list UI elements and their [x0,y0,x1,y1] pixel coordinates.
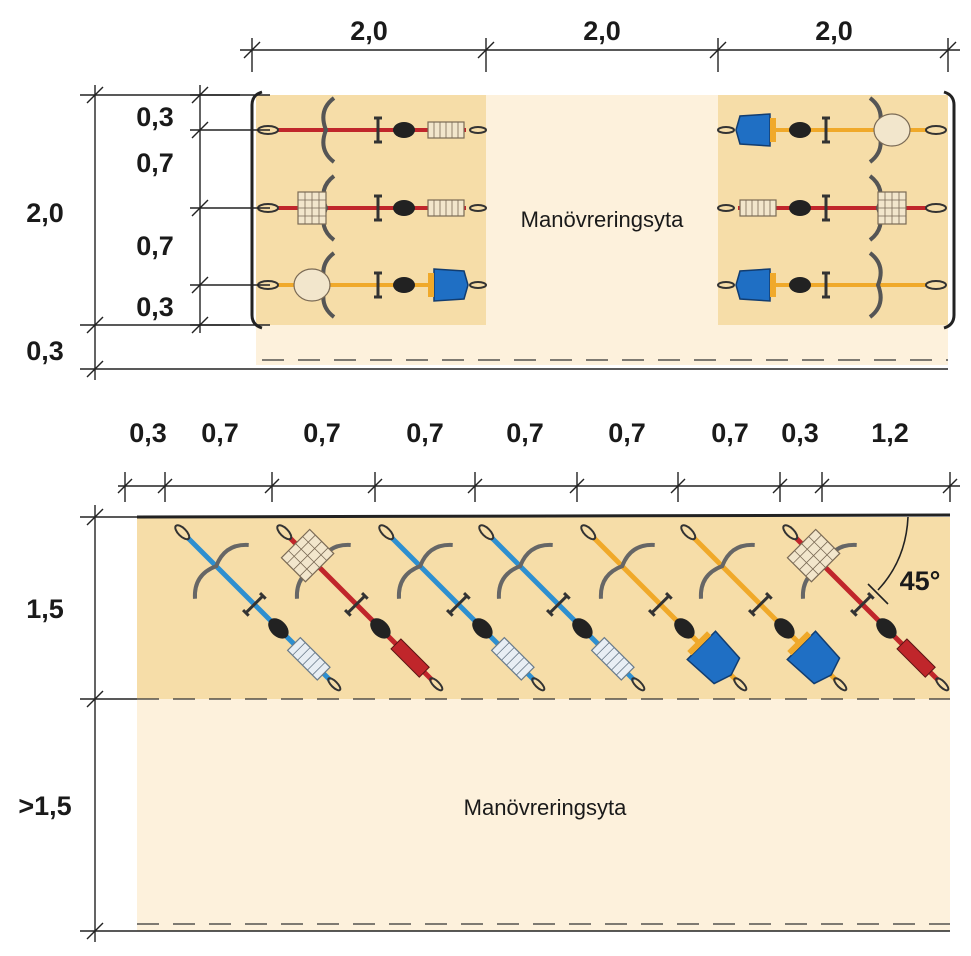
top-bike-row3-right [716,251,948,319]
top-inner-depth-dimension: 0,3 0,7 0,7 0,3 [136,85,270,334]
bottom-width-dimension: 0,3 0,7 0,7 0,7 0,7 0,7 0,7 0,3 1,2 [117,418,960,502]
bottom-angled-bikes [174,524,950,692]
angled-bike-2 [276,524,444,692]
top-width-dimension: 2,0 2,0 2,0 [240,16,960,72]
angled-bike-4 [478,524,646,692]
bottom-width-dim-6: 0,7 [608,418,646,448]
top-layout: Manövreringsyta 2,0 2,0 2,0 [26,16,960,380]
bottom-depth-dim-1: 1,5 [26,594,64,624]
angle-label: 45° [900,566,941,596]
top-inner-dim-4: 0,3 [136,292,174,322]
top-bike-row1-left [256,96,488,164]
bottom-width-dim-9: 1,2 [871,418,909,448]
top-bike-row2-left [256,174,488,242]
top-width-dim-1: 2,0 [350,16,388,46]
bottom-depth-dimension: 1,5 >1,5 [18,505,137,942]
top-outer-dim-1: 2,0 [26,198,64,228]
bottom-width-dim-8: 0,3 [781,418,819,448]
bottom-width-dim-3: 0,7 [303,418,341,448]
top-width-dim-2: 2,0 [583,16,621,46]
top-inner-dim-3: 0,7 [136,231,174,261]
bottom-top-edge [136,513,951,519]
top-right-bracket [943,90,956,330]
bottom-maneuver-label: Manövreringsyta [464,795,627,820]
top-bike-row2-right [716,174,948,242]
bottom-width-dim-4: 0,7 [406,418,444,448]
bottom-maneuver-area [137,699,950,931]
top-outer-dim-2: 0,3 [26,336,64,366]
bottom-depth-dim-2: >1,5 [18,791,71,821]
bottom-width-dim-2: 0,7 [201,418,239,448]
top-bike-row1-right [716,96,948,164]
angled-bike-7 [782,524,950,692]
angle-indicator: 45° [867,516,941,605]
angled-bike-5 [580,524,748,692]
top-width-dim-3: 2,0 [815,16,853,46]
top-inner-dim-1: 0,3 [136,102,174,132]
top-maneuver-label: Manövreringsyta [521,207,684,232]
top-bike-row3-left [256,251,488,319]
angled-bike-1 [174,524,342,692]
bottom-width-dim-5: 0,7 [506,418,544,448]
angled-bike-6 [680,524,848,692]
bottom-width-dim-7: 0,7 [711,418,749,448]
bottom-width-dim-1: 0,3 [129,418,167,448]
angled-bike-3 [378,524,546,692]
bottom-layout: 45° Manövreringsyta 0,3 0,7 0,7 0,7 0,7 … [18,418,960,942]
top-inner-dim-2: 0,7 [136,148,174,178]
top-outer-depth-dimension: 2,0 0,3 [26,85,256,380]
